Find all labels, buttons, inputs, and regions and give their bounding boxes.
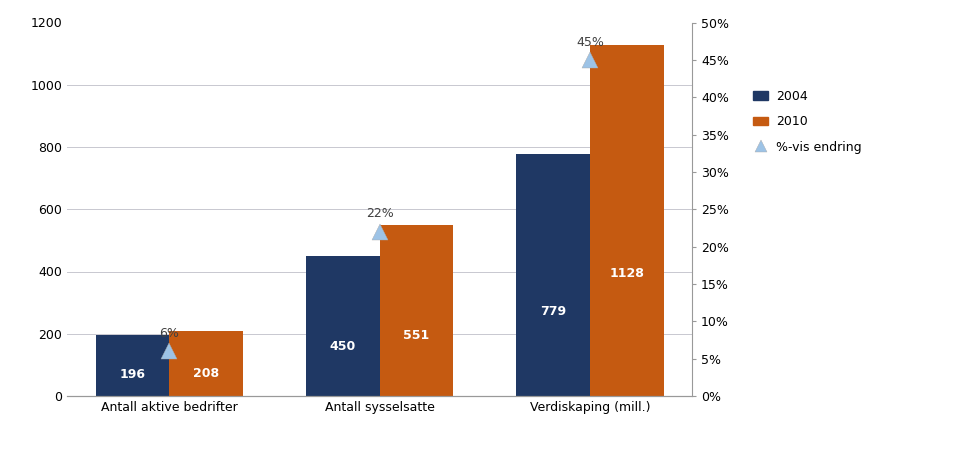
Text: 6%: 6%: [160, 327, 179, 340]
Bar: [306, 256, 380, 396]
Bar: [380, 225, 454, 396]
Bar: [96, 335, 169, 396]
Bar: [516, 153, 590, 396]
Text: 551: 551: [404, 329, 430, 342]
Text: 196: 196: [119, 368, 145, 381]
Text: 22%: 22%: [366, 207, 393, 220]
Bar: [169, 331, 243, 396]
Legend: 2004, 2010, %-vis endring: 2004, 2010, %-vis endring: [749, 85, 866, 159]
Text: 1128: 1128: [609, 266, 644, 279]
Text: 450: 450: [330, 341, 356, 354]
Bar: [590, 45, 663, 396]
Text: 208: 208: [193, 367, 219, 380]
Text: 779: 779: [540, 305, 566, 318]
Text: 45%: 45%: [576, 36, 604, 49]
